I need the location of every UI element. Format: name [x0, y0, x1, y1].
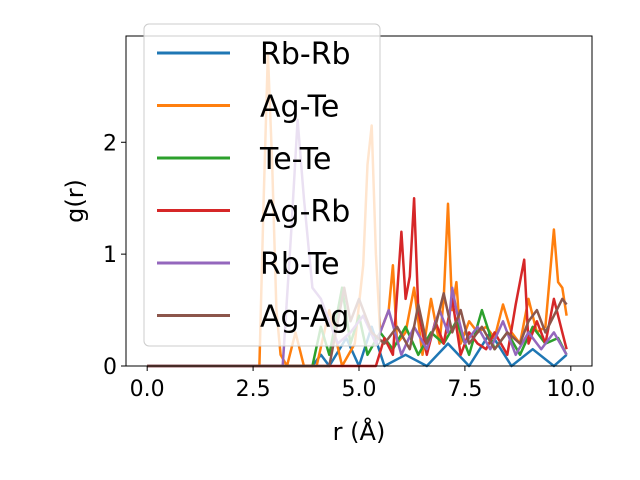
legend-frame	[143, 23, 381, 347]
x-tick-label: 5.0	[342, 377, 377, 402]
x-tick-label: 0.0	[130, 377, 165, 402]
legend-label-ag-ag: Ag-Ag	[260, 300, 349, 335]
y-tick-label: 0	[103, 355, 117, 380]
y-tick-label: 1	[103, 243, 117, 268]
y-tick-label: 2	[103, 131, 117, 156]
series-line-ag-te	[147, 51, 568, 368]
legend-label-ag-rb: Ag-Rb	[260, 195, 350, 230]
legend-label-te-te: Te-Te	[259, 142, 331, 177]
legend-label-rb-te: Rb-Te	[260, 247, 340, 282]
x-tick-label: 7.5	[447, 377, 482, 402]
y-axis-ticks: 0 1 2	[103, 131, 126, 380]
x-tick-label: 10.0	[546, 377, 595, 402]
x-axis-ticks: 0.0 2.5 5.0 7.5 10.0	[130, 366, 595, 402]
y-axis-label: g(r)	[61, 179, 89, 223]
series-line-ag-rb	[147, 196, 568, 368]
legend-label-ag-te: Ag-Te	[260, 90, 339, 125]
legend: Rb-Rb Ag-Te Te-Te Ag-Rb Rb-Te Ag-Ag	[143, 23, 381, 347]
x-tick-label: 2.5	[236, 377, 271, 402]
x-axis-label: r (Å)	[333, 417, 386, 446]
legend-label-rb-rb: Rb-Rb	[260, 37, 351, 72]
